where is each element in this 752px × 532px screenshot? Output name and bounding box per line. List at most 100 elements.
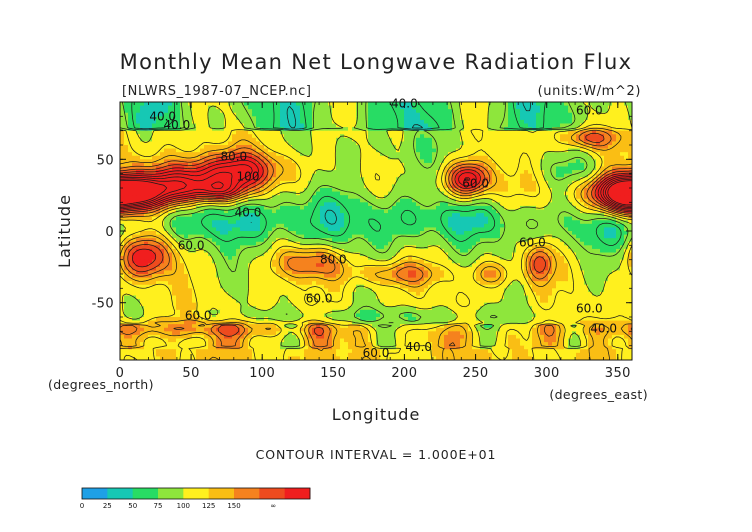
field-cell <box>232 216 237 221</box>
field-cell <box>384 152 389 157</box>
field-cell <box>408 177 413 182</box>
field-cell <box>428 220 433 225</box>
field-cell <box>536 170 541 175</box>
field-cell <box>192 231 197 236</box>
field-cell <box>576 220 581 225</box>
field-cell <box>384 213 389 218</box>
field-cell <box>500 205 505 211</box>
field-cell <box>172 191 177 196</box>
field-cell <box>204 119 209 125</box>
field-cell <box>404 152 409 157</box>
field-cell <box>572 173 577 178</box>
field-cell <box>348 116 353 121</box>
field-cell <box>436 148 441 153</box>
field-cell <box>288 177 293 182</box>
field-cell <box>324 152 329 157</box>
field-cell <box>176 220 181 225</box>
field-cell <box>620 134 625 139</box>
field-cell <box>164 102 169 107</box>
field-cell <box>320 127 325 132</box>
field-cell <box>332 112 337 117</box>
field-cell <box>332 223 337 229</box>
field-cell <box>476 152 481 157</box>
field-cell <box>332 127 337 132</box>
field-cell <box>484 231 489 236</box>
field-cell <box>304 173 309 178</box>
field-cell <box>552 188 557 193</box>
field-cell <box>620 141 625 146</box>
field-cell <box>156 209 161 214</box>
field-cell <box>440 216 445 221</box>
field-cell <box>608 227 613 232</box>
field-cell <box>340 109 345 114</box>
field-cell <box>400 130 405 135</box>
field-cell <box>260 109 265 114</box>
field-cell <box>588 213 593 218</box>
field-cell <box>624 109 629 114</box>
field-cell <box>340 119 345 125</box>
field-cell <box>264 227 269 232</box>
field-cell <box>176 102 181 107</box>
field-cell <box>440 209 445 214</box>
field-cell <box>532 127 537 132</box>
field-cell <box>556 119 561 125</box>
field-cell <box>536 202 541 207</box>
field-cell <box>252 223 257 229</box>
field-cell <box>268 227 273 232</box>
field-cell <box>432 170 437 175</box>
field-cell <box>368 180 373 186</box>
field-cell <box>180 145 185 150</box>
field-cell <box>488 109 493 114</box>
field-cell <box>440 188 445 193</box>
field-cell <box>140 109 145 114</box>
field-cell <box>172 184 177 189</box>
field-cell <box>180 188 185 193</box>
field-cell <box>536 234 541 239</box>
field-cell <box>456 105 461 110</box>
field-cell <box>472 220 477 225</box>
field-cell <box>184 148 189 153</box>
field-cell <box>304 109 309 114</box>
field-cell <box>348 173 353 178</box>
field-cell <box>472 152 477 157</box>
field-cell <box>456 162 461 168</box>
field-cell <box>296 102 301 107</box>
field-cell <box>480 223 485 229</box>
field-cell <box>336 112 341 117</box>
field-cell <box>164 119 169 125</box>
field-cell <box>148 180 153 186</box>
field-cell <box>136 102 141 107</box>
field-cell <box>428 180 433 186</box>
field-cell <box>624 205 629 211</box>
field-cell <box>296 238 301 243</box>
field-cell <box>520 112 525 117</box>
field-cell <box>288 109 293 114</box>
field-cell <box>412 159 417 164</box>
field-cell <box>508 198 513 203</box>
field-cell <box>344 137 349 143</box>
field-cell <box>224 152 229 157</box>
field-cell <box>240 141 245 146</box>
field-cell <box>400 173 405 178</box>
field-cell <box>528 220 533 225</box>
field-cell <box>328 180 333 186</box>
field-cell <box>268 188 273 193</box>
field-cell <box>476 119 481 125</box>
field-cell <box>600 184 605 189</box>
field-cell <box>364 223 369 229</box>
field-cell <box>604 145 609 150</box>
field-cell <box>288 148 293 153</box>
field-cell <box>388 119 393 125</box>
field-cell <box>216 227 221 232</box>
field-cell <box>304 231 309 236</box>
field-cell <box>364 109 369 114</box>
field-cell <box>168 145 173 150</box>
field-cell <box>256 105 261 110</box>
field-cell <box>452 216 457 221</box>
field-cell <box>324 105 329 110</box>
field-cell <box>596 231 601 236</box>
field-cell <box>448 166 453 171</box>
field-cell <box>408 145 413 150</box>
field-cell <box>572 152 577 157</box>
field-cell <box>532 166 537 171</box>
